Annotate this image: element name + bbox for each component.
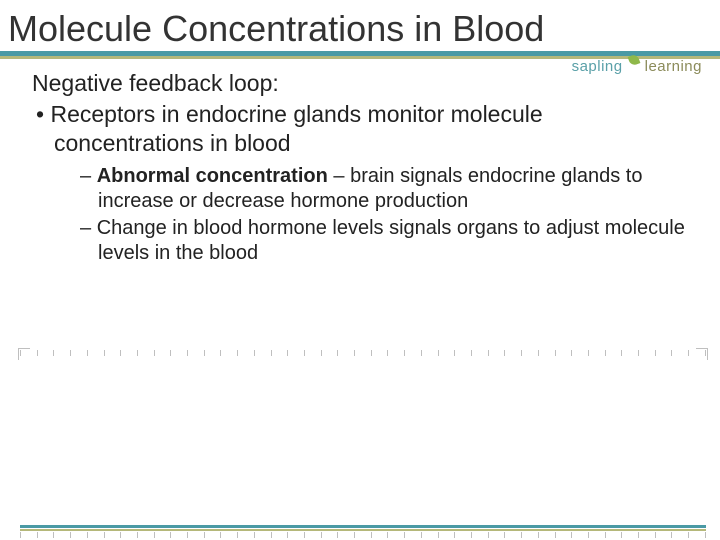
- bullet-level-2: Change in blood hormone levels signals o…: [32, 216, 692, 266]
- brand-logo: sapling learning: [572, 58, 702, 75]
- footer-divider: [0, 524, 720, 540]
- sub1-bold: Abnormal concentration: [97, 165, 328, 187]
- logo-word-2: learning: [645, 58, 702, 75]
- decorative-frame: [0, 350, 720, 540]
- bullet-level-2: Abnormal concentration – brain signals e…: [32, 164, 692, 214]
- slide-title: Molecule Concentrations in Blood: [0, 0, 720, 49]
- leaf-icon: [627, 53, 643, 69]
- slide-body: Negative feedback loop: Receptors in end…: [0, 59, 720, 265]
- logo-word-1: sapling: [572, 58, 623, 75]
- bullet-level-1: Receptors in endocrine glands monitor mo…: [32, 100, 692, 158]
